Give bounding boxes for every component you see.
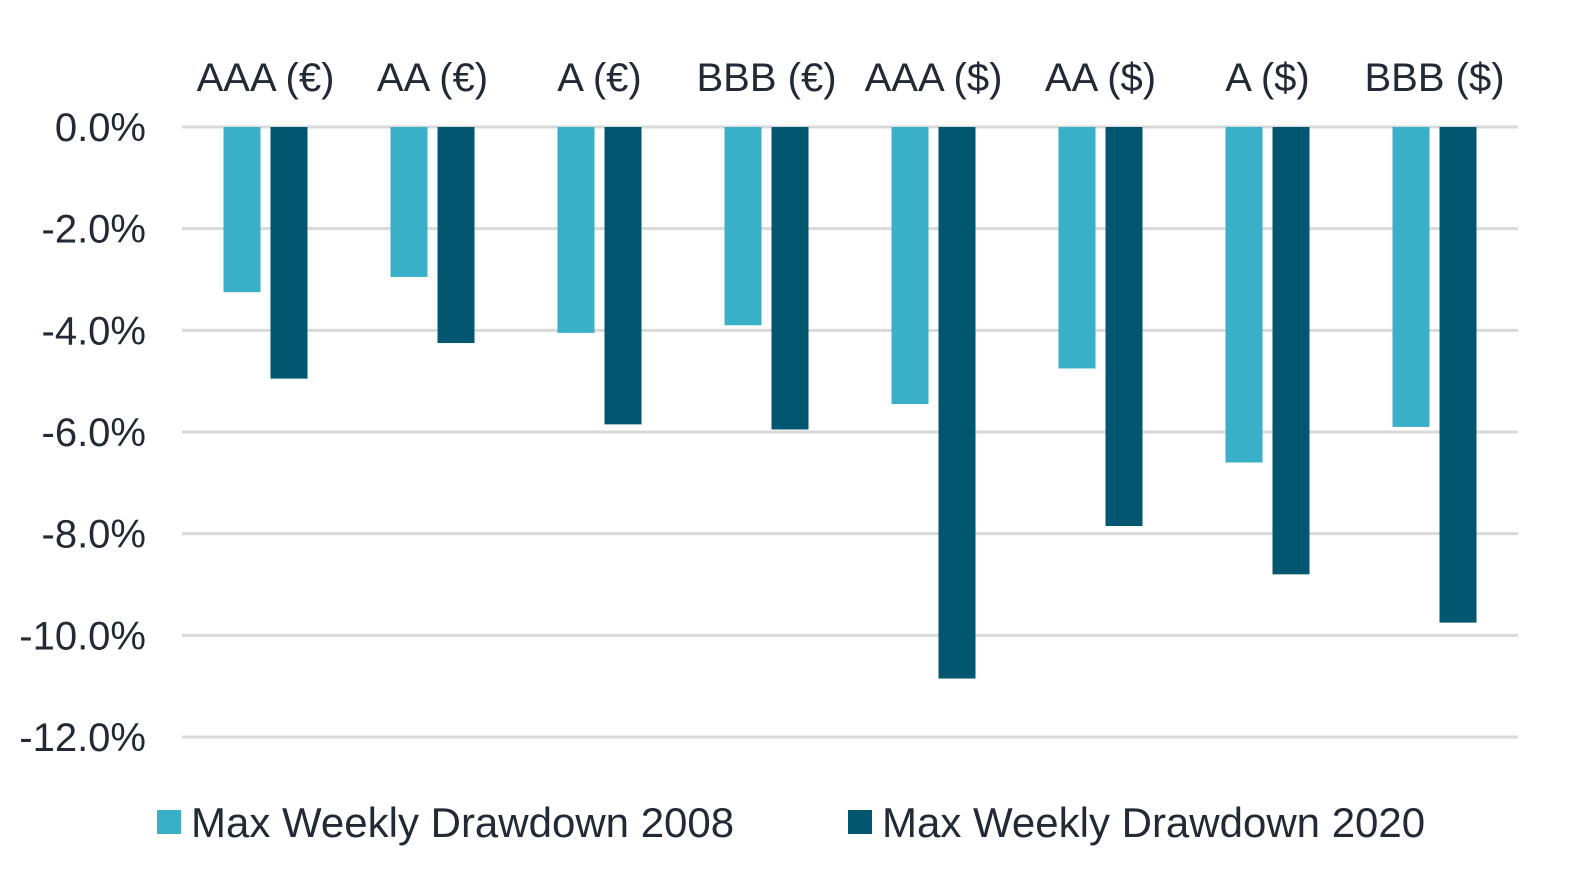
legend-swatch [157,810,181,834]
category-label: AA (€) [377,56,488,100]
bar-1-8 [1392,127,1430,427]
bar-1-6 [1058,127,1096,369]
category-label: BBB ($) [1364,56,1504,100]
legend-label: Max Weekly Drawdown 2020 [882,799,1425,846]
bar-2-1 [270,127,308,379]
category-label: A ($) [1225,56,1309,100]
bar-1-1 [223,127,261,293]
bar-2-6 [1105,127,1143,527]
bar-2-2 [437,127,475,344]
y-tick-label: -12.0% [19,716,146,760]
y-tick-label: -8.0% [42,513,147,557]
category-labels: AAA (€) AA (€) A (€) BBB (€) AAA ($) AA ($) A … [197,56,1505,100]
bar-2-8 [1439,127,1477,623]
bar-2-5 [938,127,976,679]
y-tick-label: -4.0% [42,309,147,353]
category-label: AAA ($) [865,56,1003,100]
y-axis-tick-labels: 0.0% -2.0% -4.0% -6.0% -8.0% -10.0% -12.0% [19,106,146,760]
y-tick-label: -6.0% [42,411,147,455]
legend: Max Weekly Drawdown 2008 Max Weekly Drawd… [157,799,1425,846]
bar-2-4 [771,127,809,430]
y-tick-label: 0.0% [55,106,146,150]
legend-swatch [848,810,872,834]
legend-label: Max Weekly Drawdown 2008 [191,799,734,846]
bar-1-3 [557,127,595,333]
category-label: BBB (€) [696,56,836,100]
bar-1-5 [891,127,929,405]
y-tick-label: -10.0% [19,614,146,658]
category-label: A (€) [557,56,641,100]
bar-2-3 [604,127,642,425]
category-label: AAA (€) [197,56,335,100]
bar-2-7 [1272,127,1310,575]
bar-1-7 [1225,127,1263,463]
gridlines [182,125,1518,739]
y-tick-label: -2.0% [42,208,147,252]
bars [223,127,1477,679]
category-label: AA ($) [1045,56,1156,100]
bar-1-2 [390,127,428,277]
bar-1-4 [724,127,762,326]
